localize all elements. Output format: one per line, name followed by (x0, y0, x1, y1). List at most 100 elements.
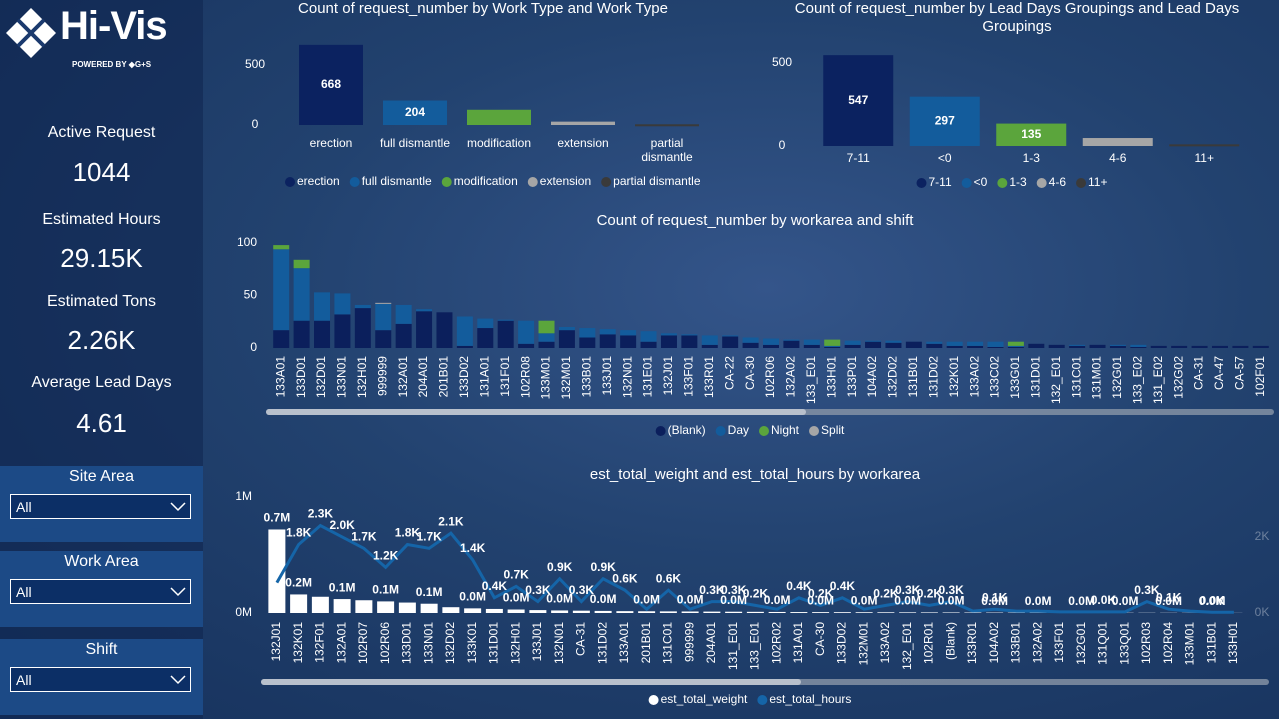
x-tick-label: 132D02 (886, 356, 900, 398)
x-tick-label: 131A01 (791, 622, 805, 664)
bar-segment (1171, 345, 1188, 348)
bar-segment (742, 337, 759, 343)
bar (594, 610, 612, 613)
x-tick-label: 999999 (375, 356, 389, 396)
x-tick-label: 102R04 (1161, 622, 1175, 664)
bar (551, 121, 615, 125)
x-tick-label: 131_E01 (726, 622, 740, 670)
bar-segment (722, 336, 739, 348)
label-box: extension (557, 136, 608, 150)
x-tick-label: 133C02 (988, 356, 1002, 398)
logo-name: Hi-Vis (60, 4, 168, 48)
bar-segment (620, 330, 637, 336)
data-label: 0.0M (633, 592, 660, 606)
bar (485, 608, 503, 613)
slicer: Work Area All (0, 551, 203, 627)
data-label: 0.2K (917, 587, 943, 601)
line (275, 523, 1234, 614)
data-label: 0.4K (830, 579, 856, 593)
x-tick-label: 131D02 (926, 356, 940, 398)
legend-label: est_total_weight (661, 692, 748, 706)
x-tick-label: 133D02 (835, 622, 849, 664)
bar-segment (701, 335, 718, 345)
x-tick-label: 133Q01 (1117, 622, 1131, 665)
bar (746, 611, 764, 613)
x-tick-label: 133G01 (1008, 356, 1022, 399)
data-label: 2.0K (329, 518, 355, 532)
data-label: 0.0M (981, 594, 1008, 608)
bar-segment (1252, 345, 1269, 348)
data-label: 204 (405, 105, 425, 119)
slicer-dropdown[interactable]: All (10, 494, 191, 519)
x-tick-label: 133F01 (1052, 622, 1066, 663)
x-tick-label: 133H01 (1226, 622, 1240, 664)
bar-segment (334, 293, 351, 315)
slicer-dropdown[interactable]: All (10, 579, 191, 604)
data-label: 2.1K (438, 514, 464, 528)
bar-segment (681, 335, 698, 348)
bar-segment (456, 316, 473, 346)
x-tick-label: 131D01 (1028, 356, 1042, 398)
y-tick-label: 0K (1255, 605, 1270, 619)
x-tick-label: 131B01 (1204, 622, 1218, 664)
data-label: 0.7M (264, 511, 291, 525)
x-tick-label: 999999 (682, 622, 696, 662)
x-tick-label: 204A01 (416, 356, 430, 398)
data-label: 1.7K (351, 530, 377, 544)
x-tick-label: 133P01 (845, 356, 859, 398)
y-tick-label: 50 (244, 288, 258, 302)
legend: (Blank) Day Night Split (655, 423, 845, 437)
label-box: erection (310, 136, 353, 150)
x-tick-label: 133A02 (878, 622, 892, 664)
bar-segment (1007, 346, 1024, 348)
bar-segment (273, 330, 290, 348)
legend-swatch (809, 426, 820, 436)
legend-label: extension (540, 174, 591, 188)
bar-segment (824, 339, 841, 346)
bar (681, 611, 699, 613)
slicer-label: Site Area (69, 468, 134, 485)
bar-segment (416, 309, 433, 312)
data-label: 0.0M (1199, 594, 1226, 608)
slicer-label: Work Area (64, 553, 139, 570)
x-tick-label: 102F01 (1253, 356, 1267, 397)
y-tick-label: 2K (1255, 529, 1270, 543)
scrollbar-thumb (266, 409, 806, 415)
y-tick-label: 0M (235, 605, 252, 619)
label-box: Count of request_number by Lead Days Gro… (795, 0, 1239, 35)
x-tick-label: partial dismantle (641, 136, 693, 165)
data-label: 0.0M (807, 593, 834, 607)
legend-label: erection (297, 174, 340, 188)
x-tick-label: 102R02 (769, 622, 783, 664)
data-label: 0.7K (503, 568, 529, 582)
bar-segment (497, 319, 514, 321)
x-tick-label: 132A01 (396, 356, 410, 398)
legend-swatch (961, 178, 972, 188)
bar (467, 109, 531, 125)
bar-segment (1232, 345, 1249, 348)
bar-segment (497, 320, 514, 348)
bar (855, 612, 873, 613)
slicer-dropdown[interactable]: All (10, 667, 191, 692)
kpi-label: Estimated Tons (46, 293, 157, 310)
x-tick-label: 201B01 (639, 622, 653, 664)
x-tick-label: 132H01 (508, 622, 522, 664)
data-label: 0.0M (764, 593, 791, 607)
logo-icon (6, 8, 56, 58)
kpi-value: 2.26K (67, 325, 136, 355)
bar (442, 607, 460, 613)
x-tick-label: 133B01 (1009, 622, 1023, 664)
bar (311, 596, 329, 613)
data-label: 297 (935, 114, 955, 128)
slicer-value: All (16, 499, 32, 515)
bar-segment (456, 345, 473, 348)
y-tick-label: 500 (245, 57, 265, 71)
bar-segment (518, 343, 535, 348)
bar (529, 610, 547, 613)
x-tick-label: 131C01 (1069, 356, 1083, 398)
bar-segment (1007, 345, 1024, 347)
x-tick-label: 7-11 (846, 151, 870, 165)
bar-segment (436, 312, 453, 348)
bar (333, 599, 351, 613)
bar (659, 611, 677, 613)
